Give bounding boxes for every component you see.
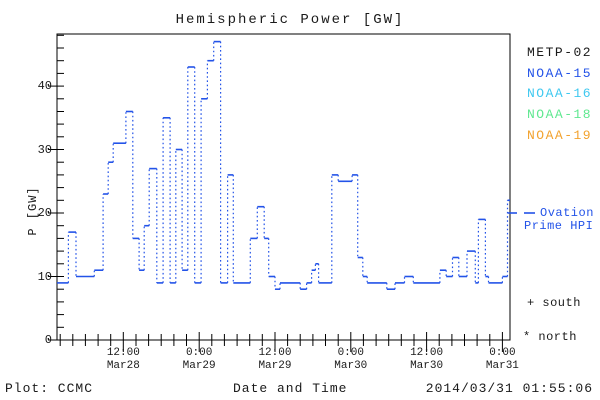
x-axis-title: Date and Time: [233, 381, 348, 396]
x-tick-label: 0:00 Mar29: [182, 347, 216, 372]
x-tick-label: 12:00 Mar28: [106, 347, 140, 372]
plot-timestamp: 2014/03/31 01:55:06: [425, 381, 593, 396]
x-tick-label: 12:00 Mar29: [258, 347, 292, 372]
chart-title: Hemispheric Power [GW]: [175, 12, 405, 28]
legend-north-marker-label: * north: [523, 330, 577, 344]
y-tick-label: 0: [44, 333, 52, 347]
x-tick-label: 0:00 Mar30: [334, 347, 368, 372]
legend-entry-noaa-19: NOAA-19: [527, 127, 593, 143]
legend-ovation-line1: Ovation: [540, 206, 594, 220]
legend-south-marker-label: + south: [527, 296, 581, 310]
x-tick-label: 0:00 Mar31: [485, 347, 519, 372]
legend-entry-metp-02: METP-02: [527, 45, 593, 60]
y-tick-label: 30: [37, 142, 52, 157]
legend-entry-noaa-16: NOAA-16: [527, 86, 593, 102]
legend-ovation-line2: Prime HPI: [524, 219, 594, 233]
y-tick-label: 20: [37, 206, 52, 221]
y-tick-label: 40: [37, 79, 52, 94]
legend-entry-noaa-15: NOAA-15: [527, 65, 593, 81]
x-tick-label: 12:00 Mar30: [410, 347, 444, 372]
legend-entry-noaa-18: NOAA-18: [527, 107, 593, 123]
y-tick-label: 10: [37, 269, 52, 284]
plot-credit: Plot: CCMC: [5, 381, 94, 396]
